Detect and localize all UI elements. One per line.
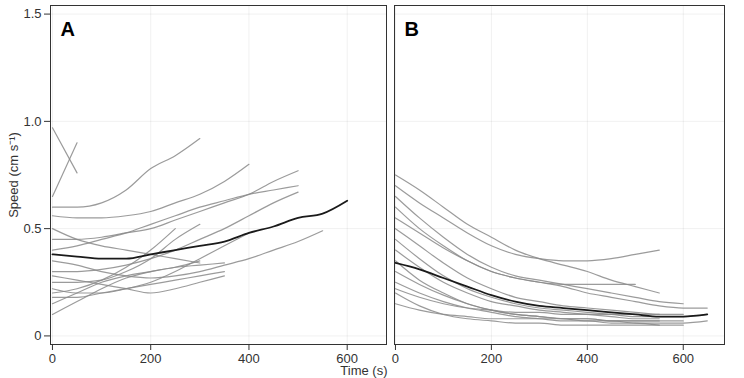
svg-text:400: 400 xyxy=(576,351,598,366)
svg-text:A: A xyxy=(61,18,75,40)
svg-text:Time (s): Time (s) xyxy=(340,363,387,378)
svg-text:B: B xyxy=(405,18,419,40)
svg-text:600: 600 xyxy=(336,350,359,366)
svg-text:400: 400 xyxy=(238,351,260,366)
svg-text:0.5: 0.5 xyxy=(23,221,41,236)
svg-text:200: 200 xyxy=(140,351,162,366)
svg-text:0: 0 xyxy=(49,351,56,366)
svg-text:600: 600 xyxy=(672,351,694,366)
svg-text:1.5: 1.5 xyxy=(23,6,41,21)
svg-text:0: 0 xyxy=(34,328,41,343)
svg-text:200: 200 xyxy=(481,351,503,366)
svg-text:Speed (cm s⁻¹): Speed (cm s⁻¹) xyxy=(6,132,21,218)
svg-text:0: 0 xyxy=(392,351,399,366)
svg-text:1.0: 1.0 xyxy=(23,114,41,129)
